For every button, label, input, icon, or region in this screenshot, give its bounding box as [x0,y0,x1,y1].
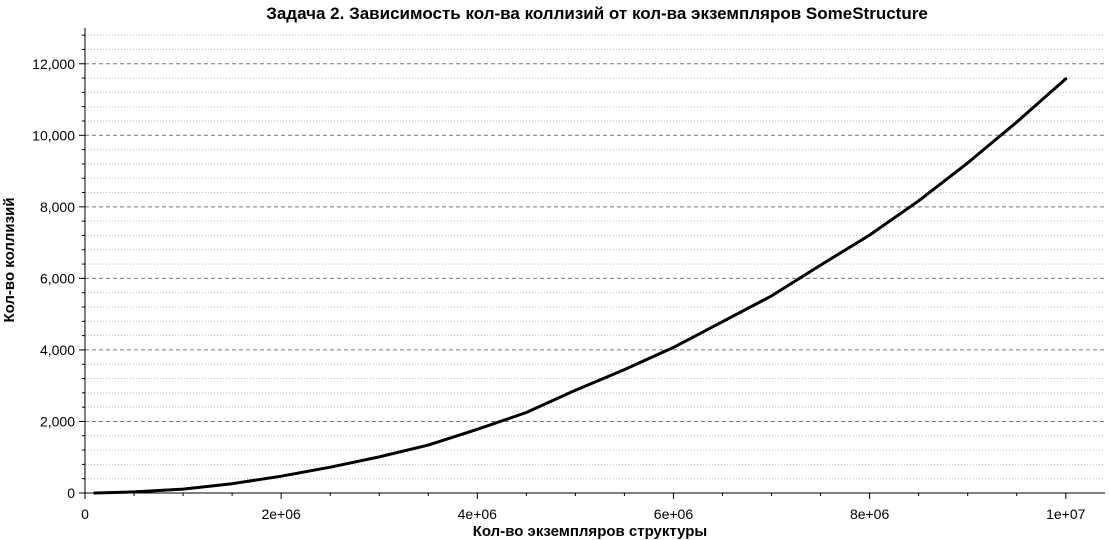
y-tick-label: 8,000 [40,199,75,215]
x-tick-label: 8e+06 [850,506,890,522]
x-tick-label: 0 [81,506,89,522]
x-tick-label: 2e+06 [261,506,301,522]
series-line-0 [93,77,1068,495]
axes [84,28,1105,494]
y-tick-label: 4,000 [40,342,75,358]
x-tick-label: 4e+06 [458,506,498,522]
y-tick-label: 10,000 [32,127,75,143]
x-axis-label: Кол-во экземпляров структуры [473,523,708,540]
x-tick-label: 6e+06 [654,506,694,522]
y-tick-label: 12,000 [32,56,75,72]
y-tick-label: 0 [67,485,75,501]
y-tick-label: 2,000 [40,413,75,429]
series-layer [93,77,1068,495]
grid-lines [85,34,1105,480]
y-axis-label: Кол-во коллизий [1,197,18,322]
x-tick-label: 1e+07 [1046,506,1086,522]
ticks: 0 2,000 4,000 6,000 8,000 10,000 12,000 0 2e+06 4… [32,34,1086,522]
chart-title: Задача 2. Зависимость кол-ва коллизий от… [266,4,928,23]
y-tick-label: 6,000 [40,270,75,286]
